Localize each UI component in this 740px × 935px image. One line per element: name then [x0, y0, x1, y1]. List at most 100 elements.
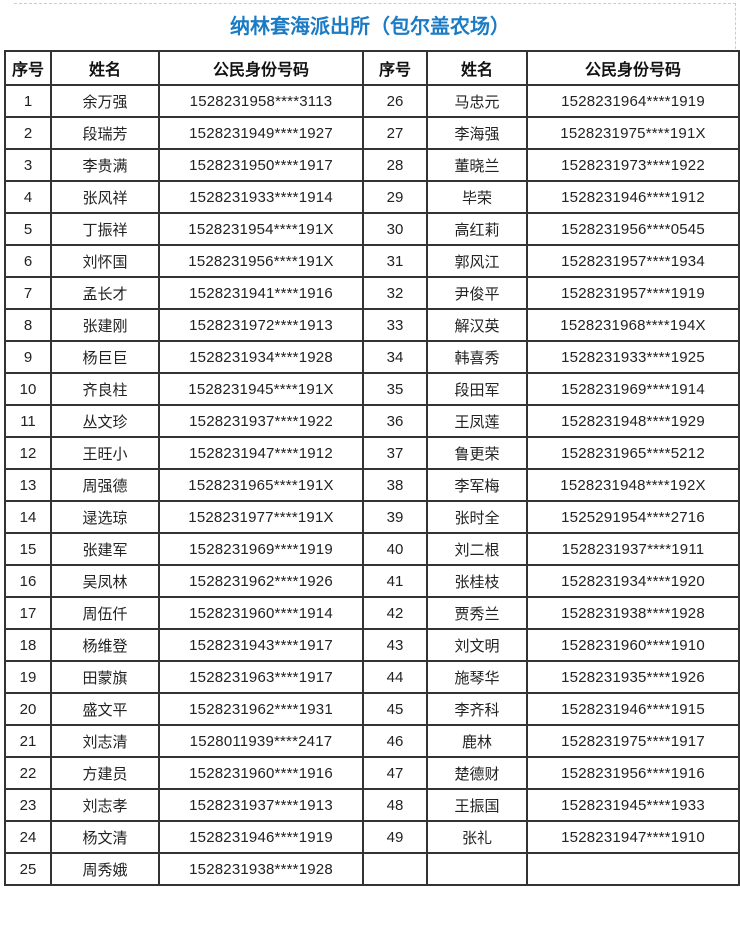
header-index: 序号 — [4, 50, 52, 86]
index-cell: 15 — [4, 532, 52, 566]
index-cell: 31 — [362, 244, 428, 278]
name-cell: 王凤莲 — [426, 404, 528, 438]
title-area — [14, 3, 736, 49]
id-cell: 1528231937****1913 — [158, 788, 364, 822]
index-cell: 47 — [362, 756, 428, 790]
id-cell: 1528231945****191X — [158, 372, 364, 406]
index-cell: 24 — [4, 820, 52, 854]
table-row: 16 吴凤林 1528231962****1926 41 张桂枝 1528231934**… — [4, 564, 740, 598]
name-cell: 董晓兰 — [426, 148, 528, 182]
name-cell: 张桂枝 — [426, 564, 528, 598]
index-cell: 40 — [362, 532, 428, 566]
index-cell: 48 — [362, 788, 428, 822]
name-cell: 丛文珍 — [50, 404, 160, 438]
index-cell — [362, 852, 428, 886]
name-cell: 周秀娥 — [50, 852, 160, 886]
id-cell: 1528231935****1926 — [526, 660, 740, 694]
id-cell: 1528231958****3113 — [158, 84, 364, 118]
id-cell: 1528231946****1919 — [158, 820, 364, 854]
id-cell: 1528231977****191X — [158, 500, 364, 534]
id-cell: 1528231956****0545 — [526, 212, 740, 246]
name-cell: 张建刚 — [50, 308, 160, 342]
header-id: 公民身份号码 — [526, 50, 740, 86]
name-cell: 盛文平 — [50, 692, 160, 726]
table-row: 7 孟长才 1528231941****1916 32 尹俊平 1528231957***… — [4, 276, 740, 310]
table-row: 9 杨巨巨 1528231934****1928 34 韩喜秀 1528231933***… — [4, 340, 740, 374]
id-cell: 1528231950****1917 — [158, 148, 364, 182]
table-row: 5 丁振祥 1528231954****191X 30 高红莉 1528231956***… — [4, 212, 740, 246]
table-row: 20 盛文平 1528231962****1931 45 李齐科 1528231946**… — [4, 692, 740, 726]
name-cell: 王振国 — [426, 788, 528, 822]
name-cell: 刘文明 — [426, 628, 528, 662]
table-row: 22 方建员 1528231960****1916 47 楚德财 1528231956**… — [4, 756, 740, 790]
id-cell: 1528231975****1917 — [526, 724, 740, 758]
table-row: 21 刘志清 1528011939****2417 46 鹿林 1528231975***… — [4, 724, 740, 758]
header-name: 姓名 — [50, 50, 160, 86]
index-cell: 43 — [362, 628, 428, 662]
id-cell: 1528231969****1914 — [526, 372, 740, 406]
name-cell: 解汉英 — [426, 308, 528, 342]
index-cell: 19 — [4, 660, 52, 694]
table-row: 2 段瑞芳 1528231949****1927 27 李海强 1528231975***… — [4, 116, 740, 150]
id-cell: 1525291954****2716 — [526, 500, 740, 534]
index-cell: 11 — [4, 404, 52, 438]
table-row: 6 刘怀国 1528231956****191X 31 郭风江 1528231957***… — [4, 244, 740, 278]
name-cell: 马忠元 — [426, 84, 528, 118]
index-cell: 33 — [362, 308, 428, 342]
index-cell: 44 — [362, 660, 428, 694]
id-cell: 1528231956****1916 — [526, 756, 740, 790]
table-row: 8 张建刚 1528231972****1913 33 解汉英 1528231968***… — [4, 308, 740, 342]
name-cell: 杨巨巨 — [50, 340, 160, 374]
id-cell: 1528231968****194X — [526, 308, 740, 342]
id-cell: 1528231943****1917 — [158, 628, 364, 662]
table-row: 25 周秀娥 1528231938****1928 — [4, 852, 740, 886]
table-row: 17 周伍仟 1528231960****1914 42 贾秀兰 1528231938**… — [4, 596, 740, 630]
index-cell: 49 — [362, 820, 428, 854]
index-cell: 37 — [362, 436, 428, 470]
index-cell: 1 — [4, 84, 52, 118]
name-cell — [426, 852, 528, 886]
index-cell: 32 — [362, 276, 428, 310]
id-cell: 1528231946****1915 — [526, 692, 740, 726]
roster-table: 序号 姓名 公民身份号码 序号 姓名 公民身份号码 1 余万强 1528231958… — [4, 50, 740, 886]
index-cell: 18 — [4, 628, 52, 662]
id-cell: 1528231941****1916 — [158, 276, 364, 310]
id-cell: 1528231975****191X — [526, 116, 740, 150]
header-name: 姓名 — [426, 50, 528, 86]
name-cell: 段瑞芳 — [50, 116, 160, 150]
index-cell: 7 — [4, 276, 52, 310]
id-cell: 1528231949****1927 — [158, 116, 364, 150]
page-title: 纳林套海派出所（包尔盖农场） — [230, 14, 510, 38]
id-cell: 1528231957****1934 — [526, 244, 740, 278]
index-cell: 38 — [362, 468, 428, 502]
name-cell: 高红莉 — [426, 212, 528, 246]
name-cell: 丁振祥 — [50, 212, 160, 246]
id-cell: 1528231948****192X — [526, 468, 740, 502]
index-cell: 20 — [4, 692, 52, 726]
id-cell: 1528231960****1916 — [158, 756, 364, 790]
id-cell: 1528231954****191X — [158, 212, 364, 246]
index-cell: 34 — [362, 340, 428, 374]
name-cell: 张建军 — [50, 532, 160, 566]
id-cell: 1528231962****1931 — [158, 692, 364, 726]
name-cell: 刘二根 — [426, 532, 528, 566]
table-row: 24 杨文清 1528231946****1919 49 张礼 1528231947***… — [4, 820, 740, 854]
id-cell: 1528231964****1919 — [526, 84, 740, 118]
id-cell: 1528231937****1922 — [158, 404, 364, 438]
name-cell: 孟长才 — [50, 276, 160, 310]
name-cell: 吴凤林 — [50, 564, 160, 598]
name-cell: 李贵满 — [50, 148, 160, 182]
id-cell: 1528231960****1914 — [158, 596, 364, 630]
name-cell: 周强德 — [50, 468, 160, 502]
name-cell: 余万强 — [50, 84, 160, 118]
name-cell: 段田军 — [426, 372, 528, 406]
table-row: 18 杨维登 1528231943****1917 43 刘文明 1528231960**… — [4, 628, 740, 662]
index-cell: 36 — [362, 404, 428, 438]
id-cell: 1528231937****1911 — [526, 532, 740, 566]
name-cell: 田蒙旗 — [50, 660, 160, 694]
index-cell: 28 — [362, 148, 428, 182]
name-cell: 张时全 — [426, 500, 528, 534]
name-cell: 鹿林 — [426, 724, 528, 758]
id-cell: 1528231965****191X — [158, 468, 364, 502]
name-cell: 李军梅 — [426, 468, 528, 502]
